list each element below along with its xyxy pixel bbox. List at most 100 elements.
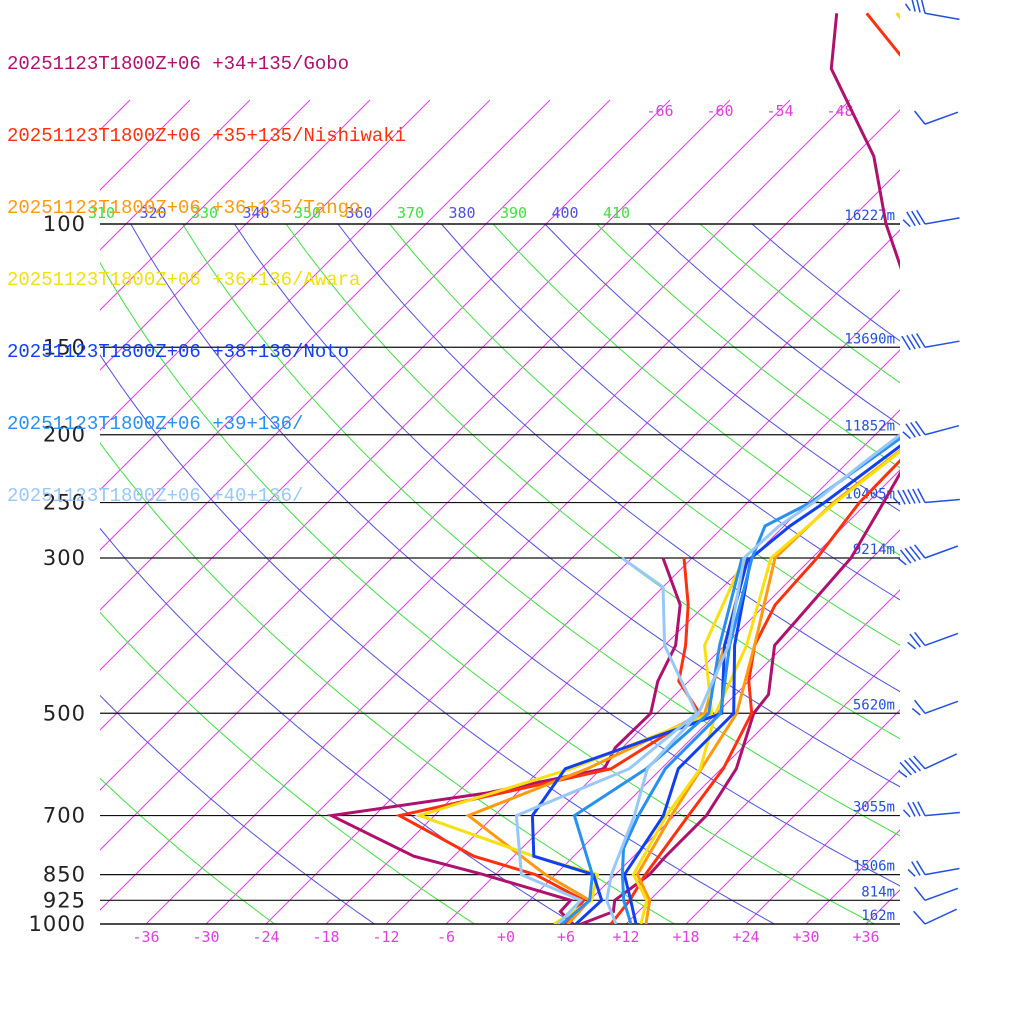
temperature-profile-line xyxy=(631,12,900,924)
isotherm-line xyxy=(745,769,900,924)
upper-isotherm-label: -48 xyxy=(826,102,853,120)
wind-barb xyxy=(901,333,960,351)
pressure-label: 250 xyxy=(43,491,86,515)
height-label: 13690m xyxy=(844,331,895,347)
wind-barb-flag xyxy=(913,755,926,770)
temperature-tick-label: +18 xyxy=(672,928,699,946)
wind-barb-flag xyxy=(892,497,901,506)
temperature-profile-line xyxy=(609,12,900,924)
isotherm-line xyxy=(100,99,551,551)
isotherm-line xyxy=(100,99,371,371)
theta-labels: 310 320 330 340 350 360 370 380 390 400 410 xyxy=(88,204,630,222)
wind-barb-flag xyxy=(920,0,926,14)
wind-barb xyxy=(898,753,958,778)
dewpoint-profile-line xyxy=(414,557,746,924)
height-label: 162m xyxy=(861,908,895,924)
wind-barb-flag xyxy=(913,631,926,646)
temperature-tick-label: -12 xyxy=(372,928,399,946)
theta-label: 340 xyxy=(243,204,270,222)
legend-entry-nishiwaki: 20251123T1800Z+06 +35+135/Nishiwaki xyxy=(7,125,407,147)
dewpoint-profile-line xyxy=(530,557,750,924)
theta-label: 370 xyxy=(397,204,424,222)
isotherm-line xyxy=(685,709,900,924)
wind-barb-flag xyxy=(911,210,921,226)
isotherm-line xyxy=(145,169,900,924)
wind-barb-flag xyxy=(912,801,921,817)
height-label: 9214m xyxy=(853,542,895,558)
theta-label: 380 xyxy=(449,204,476,222)
wind-barb-flag xyxy=(916,0,921,13)
upper-isotherm-label: -54 xyxy=(766,102,793,120)
theta-label: 400 xyxy=(552,204,579,222)
isotherm-line xyxy=(100,99,611,611)
wind-barb-flag xyxy=(913,910,926,925)
wind-barb-flag xyxy=(907,868,916,877)
wind-barb xyxy=(904,0,960,21)
wind-barb-flag xyxy=(916,209,926,225)
wind-barb xyxy=(913,908,958,925)
wind-barb-flag xyxy=(902,431,912,440)
isotherm-line xyxy=(100,99,851,851)
dry-adiabat-line xyxy=(492,223,900,556)
isotherm-line xyxy=(926,100,1024,924)
temperature-tick-label: +30 xyxy=(792,928,819,946)
wind-barb-flag xyxy=(906,334,916,350)
wind-barb-flag xyxy=(902,219,911,228)
temperature-tick-label: +12 xyxy=(612,928,639,946)
legend-entry-40-136: 20251123T1800Z+06 +40+136/ xyxy=(7,485,304,507)
wind-barb-flag xyxy=(897,557,907,566)
wind-barb-flag xyxy=(913,886,926,901)
wind-barb xyxy=(911,699,959,716)
wind-barb xyxy=(907,860,960,877)
legend-entry-noto: 20251123T1800Z+06 +38+136/Noto xyxy=(7,341,350,363)
temperature-tick-label: -24 xyxy=(252,928,279,946)
wind-barb-flag xyxy=(904,759,917,774)
wind-barb-flag xyxy=(914,420,926,436)
isotherm-line xyxy=(565,589,900,924)
wind-barb-flag xyxy=(901,335,911,351)
pressure-label: 200 xyxy=(43,423,86,447)
wind-barb-flag xyxy=(897,490,906,505)
height-label: 5620m xyxy=(853,697,895,713)
wind-barb-flag xyxy=(904,547,917,562)
isotherm-line xyxy=(100,99,491,491)
sounding-profiles xyxy=(326,12,900,924)
temperature-profile-line xyxy=(635,12,900,924)
wind-barb-flag xyxy=(908,757,922,772)
theta-label: 360 xyxy=(346,204,373,222)
pressure-label: 700 xyxy=(43,804,86,828)
legend: 20251123T1800Z+06 +34+135/Gobo 20251123T… xyxy=(7,4,406,532)
isotherm-line xyxy=(100,99,731,731)
dewpoint-profile-line xyxy=(395,557,702,924)
isotherm-line xyxy=(100,99,431,431)
wind-barb-flag xyxy=(907,489,916,504)
height-label: 16227m xyxy=(844,208,895,224)
isotherm-line xyxy=(100,99,791,791)
wind-barb-flag xyxy=(910,422,921,437)
wind-barb xyxy=(902,209,960,228)
legend-entry-tango: 20251123T1800Z+06 +36+135/Tango xyxy=(7,197,361,219)
wind-barb-flag xyxy=(905,423,916,438)
pressure-label: 1000 xyxy=(29,912,86,936)
legend-entry-gobo: 20251123T1800Z+06 +34+135/Gobo xyxy=(7,53,350,75)
wind-barb-staff xyxy=(924,811,960,817)
pressure-label: 925 xyxy=(43,888,86,912)
isotherm-line xyxy=(100,99,251,251)
wind-barb xyxy=(902,420,960,440)
isotherm-line xyxy=(325,349,900,924)
pressure-label: 300 xyxy=(43,546,86,570)
upper-isotherm-label: -60 xyxy=(706,102,733,120)
temperature-profile-line xyxy=(622,444,900,924)
wind-barb-flag xyxy=(909,633,921,648)
wind-barb-staff xyxy=(924,340,960,349)
wind-barb xyxy=(907,631,959,650)
wind-barb-flag xyxy=(911,861,921,876)
wind-barb-flag xyxy=(917,488,926,503)
wind-barb xyxy=(892,488,960,506)
wind-barb-flag xyxy=(904,3,911,12)
temperature-profile-line xyxy=(580,13,900,924)
temperature-tick-label: -30 xyxy=(192,928,219,946)
isotherm-line xyxy=(100,109,900,911)
wind-barb-staff xyxy=(924,753,958,770)
wind-barb-staff xyxy=(924,887,959,902)
